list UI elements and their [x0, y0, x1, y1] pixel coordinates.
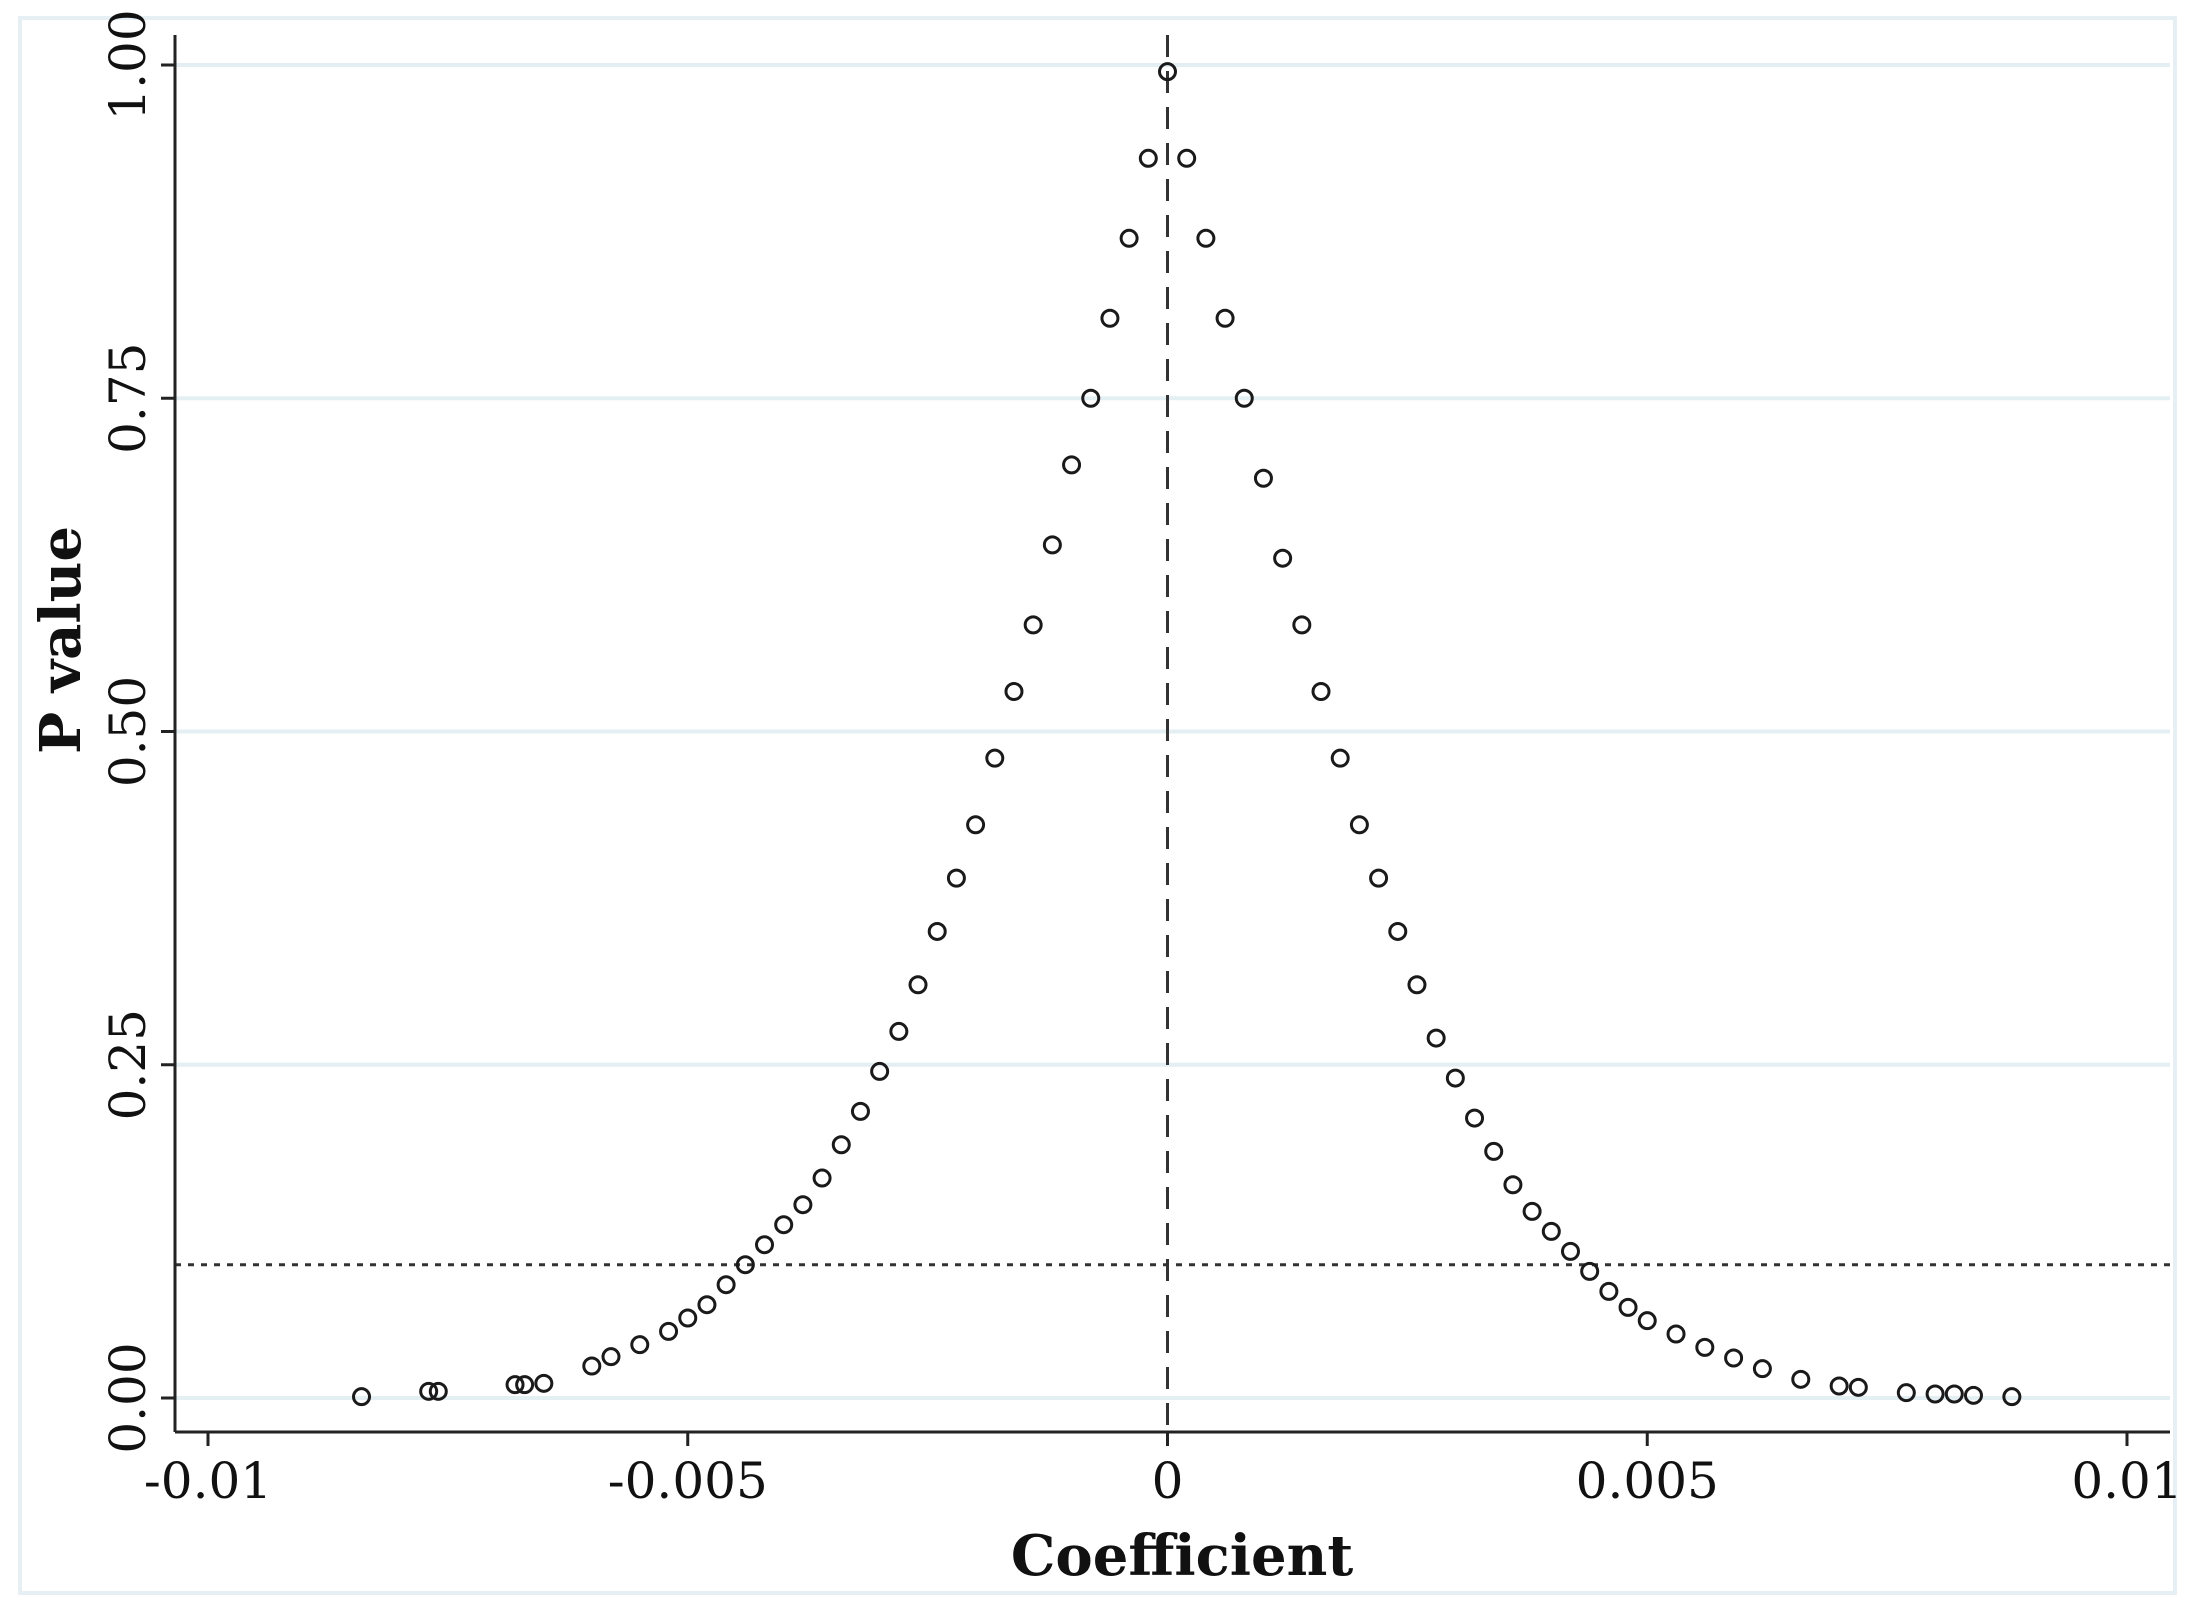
- data-point: [352, 1387, 372, 1407]
- x-tick-label: 0.005: [1576, 1452, 1719, 1510]
- data-point: [1599, 1281, 1619, 1301]
- data-point: [1695, 1337, 1715, 1357]
- data-point: [601, 1347, 621, 1367]
- data-point: [966, 815, 986, 835]
- data-point: [1273, 548, 1293, 568]
- data-point: [419, 1381, 439, 1401]
- data-point: [1196, 228, 1216, 248]
- data-point: [1637, 1311, 1657, 1331]
- y-tick-label: 1.00: [99, 9, 157, 120]
- data-point: [889, 1021, 909, 1041]
- data-point: [1896, 1383, 1916, 1403]
- data-point: [985, 748, 1005, 768]
- data-point: [1541, 1221, 1561, 1241]
- data-point: [1234, 388, 1254, 408]
- y-tick-label: 0.25: [99, 1009, 157, 1120]
- grid-lines: [175, 63, 2170, 1400]
- axes: [161, 35, 2170, 1446]
- y-tick-label: 0.75: [99, 343, 157, 454]
- data-point: [1925, 1384, 1945, 1404]
- data-point: [697, 1295, 717, 1315]
- data-point: [1829, 1376, 1849, 1396]
- data-points: [352, 62, 2022, 1407]
- data-point: [1349, 815, 1369, 835]
- y-tick-label: 0.50: [99, 676, 157, 787]
- y-axis-title: P value: [28, 526, 94, 754]
- data-point: [1963, 1385, 1983, 1405]
- data-point: [582, 1356, 602, 1376]
- data-point: [1292, 615, 1312, 635]
- data-point: [755, 1235, 775, 1255]
- data-point: [1388, 921, 1408, 941]
- data-point: [1752, 1359, 1772, 1379]
- data-point: [1004, 682, 1024, 702]
- data-point: [630, 1335, 650, 1355]
- data-point: [1724, 1348, 1744, 1368]
- data-point: [1138, 148, 1158, 168]
- data-point: [831, 1135, 851, 1155]
- data-point: [1484, 1141, 1504, 1161]
- data-point: [515, 1375, 535, 1395]
- chart-outer-frame: [18, 16, 2177, 1595]
- data-point: [1848, 1377, 1868, 1397]
- data-point: [1023, 615, 1043, 635]
- data-point: [850, 1101, 870, 1121]
- data-point: [716, 1275, 736, 1295]
- y-tick-label: 0.00: [99, 1342, 157, 1453]
- data-point: [1503, 1175, 1523, 1195]
- data-point: [927, 921, 947, 941]
- x-tick-label: 0.01: [2071, 1452, 2182, 1510]
- data-point: [1062, 455, 1082, 475]
- x-tick-label: 0: [1152, 1452, 1184, 1510]
- reference-lines: [175, 35, 2170, 1432]
- data-point: [1580, 1261, 1600, 1281]
- data-point: [1465, 1108, 1485, 1128]
- data-point: [1666, 1324, 1686, 1344]
- data-point: [1426, 1028, 1446, 1048]
- x-axis-title: Coefficient: [1011, 1523, 1354, 1589]
- data-point: [2002, 1387, 2022, 1407]
- data-point: [1560, 1241, 1580, 1261]
- x-tick-label: -0.005: [608, 1452, 768, 1510]
- tick-labels: 0.00 0.25 0.50 0.75 1.00 -0.01 -0.005 0 0.005 0.0…: [99, 9, 2183, 1510]
- data-point: [1177, 148, 1197, 168]
- data-point: [1330, 748, 1350, 768]
- data-point: [1445, 1068, 1465, 1088]
- data-point: [774, 1215, 794, 1235]
- data-point: [505, 1375, 525, 1395]
- data-point: [1311, 682, 1331, 702]
- data-point: [908, 975, 928, 995]
- data-point: [1369, 868, 1389, 888]
- data-point: [1944, 1384, 1964, 1404]
- data-point: [1042, 535, 1062, 555]
- data-point: [678, 1308, 698, 1328]
- data-point: [428, 1381, 448, 1401]
- data-point: [1522, 1201, 1542, 1221]
- data-point: [946, 868, 966, 888]
- data-point: [1081, 388, 1101, 408]
- data-point: [1100, 308, 1120, 328]
- data-point: [735, 1255, 755, 1275]
- data-point: [1158, 62, 1177, 82]
- data-point: [1119, 228, 1139, 248]
- data-point: [1407, 975, 1427, 995]
- data-point: [1253, 468, 1273, 488]
- data-point: [870, 1061, 890, 1081]
- data-point: [534, 1373, 554, 1393]
- data-point: [812, 1168, 832, 1188]
- data-point: [1215, 308, 1235, 328]
- x-tick-label: -0.01: [144, 1452, 272, 1510]
- data-point: [1791, 1369, 1811, 1389]
- data-point: [1618, 1297, 1638, 1317]
- data-point: [793, 1195, 813, 1215]
- data-point: [659, 1321, 679, 1341]
